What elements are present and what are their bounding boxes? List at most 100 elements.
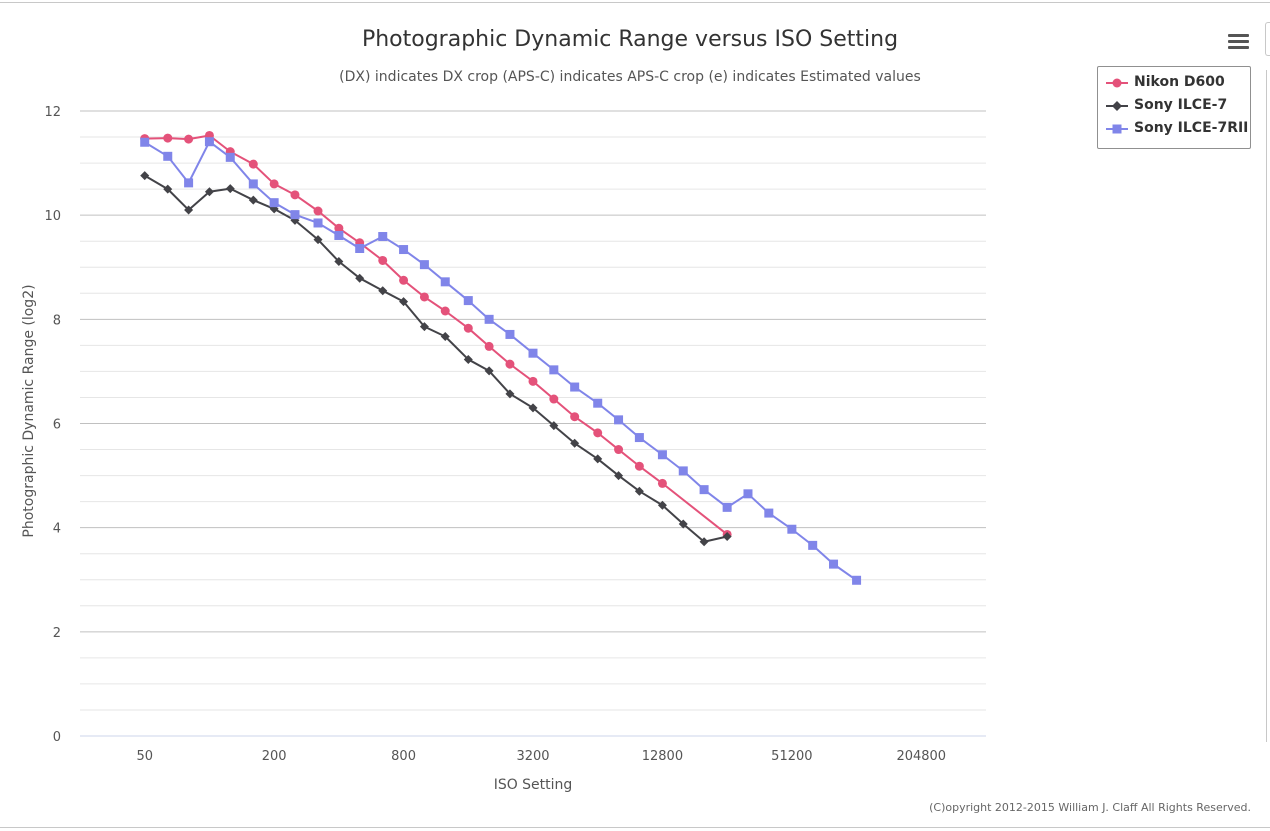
data-point [593,398,603,408]
series-group [140,130,862,585]
data-point [419,322,429,332]
data-point [140,137,150,147]
data-point [634,486,644,496]
data-point [163,184,173,194]
y-tick-label: 12 [44,105,61,120]
data-point [570,382,580,392]
data-point [440,306,450,316]
data-point [614,445,624,455]
x-tick-label: 204800 [896,749,946,764]
data-point [399,297,409,307]
data-point [290,210,300,220]
data-point [378,286,388,296]
data-point [378,232,388,242]
data-point [248,195,258,205]
data-point [549,421,559,431]
data-point [419,260,429,270]
y-tick-label: 10 [44,209,61,224]
grid-lines [80,110,986,737]
x-tick-label: 3200 [516,749,549,764]
x-tick-label: 800 [391,749,416,764]
legend-marker-square [1106,124,1128,134]
data-point [378,255,388,265]
data-point [678,466,688,476]
data-point [334,223,344,233]
legend: Nikon D600 Sony ILCE-7 Sony ILCE-7RII [1097,66,1251,149]
chart-title: Photographic Dynamic Range versus ISO Se… [362,27,898,52]
data-point [313,218,323,228]
data-point [463,323,473,333]
data-point [463,354,473,364]
series-line [144,134,728,536]
legend-item-sony-ilce-7rii[interactable]: Sony ILCE-7RII [1106,118,1248,140]
legend-marker-circle [1106,78,1128,88]
y-tick-label: 2 [53,626,61,641]
series-sony-ilce-7rii [140,137,862,585]
y-tick-label: 0 [53,730,61,745]
data-point [505,329,515,339]
data-point [355,244,365,253]
legend-marker-diamond [1106,101,1128,111]
data-point [419,292,429,302]
data-point [204,137,214,147]
data-point [248,179,258,189]
legend-label: Sony ILCE-7 [1134,97,1228,113]
legend-item-nikon-d600[interactable]: Nikon D600 [1106,72,1246,94]
data-point [528,403,538,413]
top-border [0,2,1270,3]
series-line [144,174,728,543]
y-axis-ticks: 0 2 4 6 8 10 12 [44,105,61,745]
bottom-border [0,827,1270,828]
chart-subtitle: (DX) indicates DX crop (APS-C) indicates… [339,69,921,85]
x-tick-label: 200 [262,749,287,764]
data-point [355,273,365,283]
data-point [678,519,688,529]
data-point [787,524,797,534]
x-tick-label: 12800 [642,749,683,764]
data-point [614,415,624,425]
data-point [764,508,774,518]
data-point [634,461,644,471]
data-point [225,184,235,194]
x-tick-label: 51200 [771,749,812,764]
data-point [699,537,709,547]
data-point [657,478,667,488]
data-point [528,376,538,386]
data-point [184,178,194,188]
data-point [184,205,194,215]
data-point [440,277,450,287]
data-point [290,190,300,200]
legend-item-sony-ilce-7[interactable]: Sony ILCE-7 [1106,95,1246,117]
side-panel-border [1266,70,1267,742]
legend-label: Nikon D600 [1134,74,1225,90]
data-point [225,152,235,162]
y-axis-label: Photographic Dynamic Range (log2) [21,284,37,537]
data-point [593,454,603,464]
data-point [829,559,839,569]
data-point [743,489,753,499]
data-point [593,428,603,438]
data-point [657,450,667,460]
data-point [440,332,450,342]
data-point [570,412,580,422]
data-point [852,575,862,585]
data-point [334,257,344,267]
data-point [484,341,494,351]
data-point [528,348,538,358]
data-point [549,365,559,375]
data-point [184,134,194,144]
y-tick-label: 6 [53,418,61,433]
x-axis-ticks: 50 200 800 3200 12800 51200 204800 [136,749,946,764]
y-tick-label: 4 [53,522,61,537]
data-point [699,485,709,495]
copyright-text: (C)opyright 2012-2015 William J. Claff A… [929,801,1251,814]
series-nikon-d600 [140,130,732,539]
series-line [144,140,858,582]
x-tick-label: 50 [136,749,153,764]
hamburger-menu-icon[interactable] [1222,28,1256,56]
data-point [334,230,344,240]
data-point [163,151,173,161]
data-point [614,471,624,481]
data-point [505,359,515,369]
data-point [204,187,214,197]
